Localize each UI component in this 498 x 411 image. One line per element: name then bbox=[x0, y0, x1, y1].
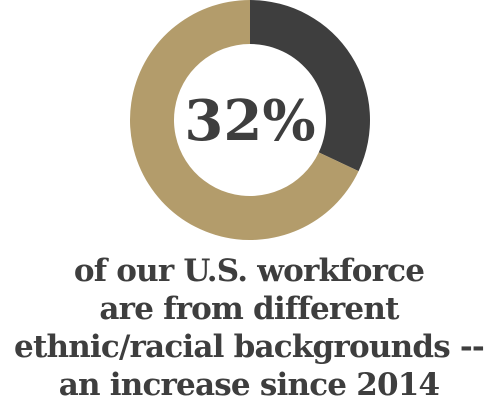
caption-line: ethnic/racial backgrounds -- bbox=[14, 329, 485, 365]
donut-chart: 32% bbox=[130, 0, 370, 240]
caption-line: are from different bbox=[99, 291, 399, 327]
caption: of our U.S. workforce are from different… bbox=[0, 252, 498, 404]
donut-slice-0 bbox=[250, 0, 370, 172]
center-percentage-label: 32% bbox=[184, 88, 315, 154]
donut-slice-1 bbox=[130, 0, 359, 240]
donut-slices bbox=[130, 0, 370, 240]
caption-line: an increase since 2014 bbox=[58, 367, 440, 403]
caption-line: of our U.S. workforce bbox=[73, 253, 425, 289]
